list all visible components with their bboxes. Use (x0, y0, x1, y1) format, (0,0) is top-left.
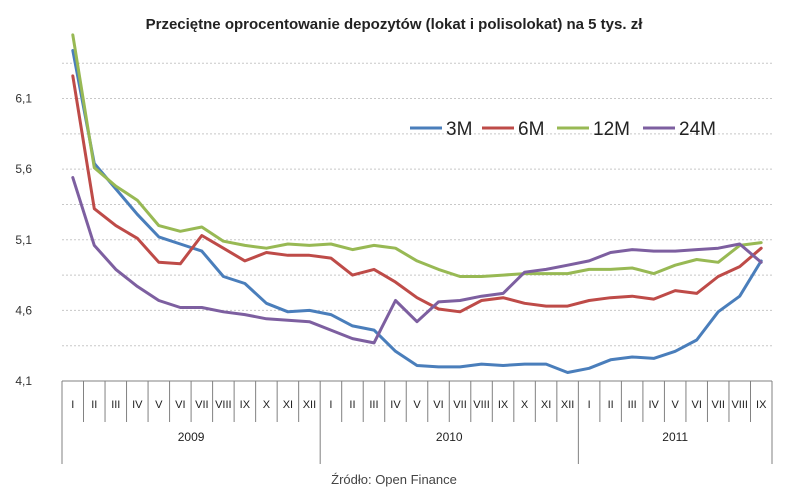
year-label: 2010 (436, 430, 463, 444)
x-tick-label: VIII (473, 399, 490, 411)
x-tick-label: IX (240, 399, 251, 411)
x-tick-label: I (329, 399, 332, 411)
x-tick-label: V (672, 399, 680, 411)
y-tick-label: 5,1 (15, 233, 32, 247)
series-line-12m (71, 33, 763, 278)
x-tick-label: VII (453, 399, 466, 411)
legend-label-3m: 3M (446, 119, 472, 140)
x-tick-label: II (349, 399, 355, 411)
x-tick-label: I (71, 399, 74, 411)
x-tick-label: II (91, 399, 97, 411)
x-tick-label: X (521, 399, 529, 411)
legend-label-24m: 24M (679, 119, 716, 140)
x-tick-label: IV (390, 399, 401, 411)
series-layer (71, 33, 763, 374)
x-tick-label: VI (691, 399, 701, 411)
x-tick-label: III (369, 399, 378, 411)
x-tick-label: VII (711, 399, 724, 411)
x-tick-label: XII (303, 399, 316, 411)
y-tick-label: 4,1 (15, 374, 32, 388)
x-tick-label: IV (648, 399, 659, 411)
series-line-6m (71, 74, 763, 314)
x-tick-label: VIII (731, 399, 748, 411)
y-tick-label: 5,6 (15, 162, 32, 176)
x-tick-label: X (263, 399, 271, 411)
x-tick-label: XI (283, 399, 293, 411)
series-line-3m (71, 49, 763, 374)
x-tick-label: III (628, 399, 637, 411)
source-note: Źródło: Open Finance (331, 472, 457, 487)
x-tick-label: XI (541, 399, 551, 411)
x-tick-label: IX (756, 399, 767, 411)
year-label: 2011 (662, 430, 688, 444)
year-label: 2009 (178, 430, 205, 444)
x-tick-label: IV (132, 399, 143, 411)
x-tick-label: VI (433, 399, 443, 411)
legend-label-6m: 6M (518, 119, 544, 140)
x-tick-label: II (608, 399, 614, 411)
x-tick-label: V (155, 399, 163, 411)
x-tick-label: VII (195, 399, 208, 411)
x-tick-label: V (413, 399, 421, 411)
axis-layer: 4,14,65,15,66,1I II III IV V VI VII VIII IX X XI XI… (15, 92, 773, 464)
x-tick-label: IX (498, 399, 509, 411)
x-tick-label: III (111, 399, 120, 411)
x-tick-label: XII (561, 399, 574, 411)
chart-title: Przeciętne oprocentowanie depozytów (lok… (145, 16, 643, 33)
x-tick-label: VI (175, 399, 185, 411)
legend: 3M 6M 12M 24M (410, 119, 716, 140)
y-tick-label: 4,6 (15, 303, 32, 317)
x-tick-label: VIII (215, 399, 232, 411)
legend-label-12m: 12M (593, 119, 630, 140)
y-tick-label: 6,1 (15, 92, 32, 106)
series-line-24m (71, 176, 763, 345)
x-tick-label: I (588, 399, 591, 411)
